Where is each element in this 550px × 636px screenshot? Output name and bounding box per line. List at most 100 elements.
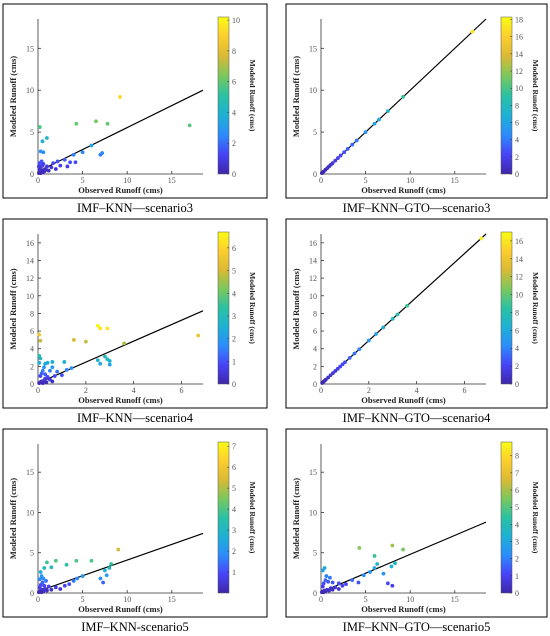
data-point bbox=[42, 566, 47, 570]
x-tick-label: 4 bbox=[132, 386, 136, 395]
data-point bbox=[73, 160, 78, 165]
colorbar-tick-label: 4 bbox=[232, 505, 236, 514]
x-tick-label: 5 bbox=[364, 176, 368, 185]
data-point bbox=[40, 368, 45, 373]
data-point bbox=[343, 360, 347, 365]
data-point bbox=[342, 150, 347, 155]
data-point bbox=[58, 163, 63, 168]
data-point bbox=[41, 576, 46, 581]
y-tick-label: 12 bbox=[309, 274, 317, 283]
data-point bbox=[330, 161, 335, 166]
data-point bbox=[37, 360, 42, 365]
data-point bbox=[55, 159, 60, 164]
data-point bbox=[95, 358, 100, 363]
y-tick-label: 5 bbox=[30, 128, 34, 137]
data-point bbox=[393, 561, 397, 566]
data-point bbox=[336, 581, 341, 586]
data-point bbox=[95, 323, 100, 328]
panel-caption: IMF–KNN—scenario4 bbox=[77, 411, 194, 425]
colorbar-tick-label: 10 bbox=[232, 16, 240, 25]
colorbar-tick-label: 6 bbox=[515, 486, 519, 495]
data-point bbox=[44, 380, 49, 385]
data-point bbox=[62, 157, 67, 162]
data-point bbox=[65, 164, 70, 169]
data-point bbox=[340, 583, 345, 588]
x-axis-label: Observed Runoff (cms) bbox=[78, 604, 163, 614]
data-point bbox=[347, 355, 352, 360]
x-axis-label: Observed Runoff (cms) bbox=[361, 395, 446, 405]
x-tick-label: 4 bbox=[415, 386, 419, 395]
x-tick-label: 6 bbox=[179, 386, 183, 395]
colorbar-tick-label: 12 bbox=[515, 273, 523, 282]
x-tick-label: 10 bbox=[406, 176, 414, 185]
data-point bbox=[98, 576, 103, 581]
colorbar bbox=[500, 231, 513, 385]
data-point bbox=[322, 566, 327, 570]
data-point bbox=[74, 121, 79, 126]
x-tick-label: 5 bbox=[364, 595, 368, 604]
colorbar-tick-label: 6 bbox=[232, 463, 236, 472]
x-tick-label: 10 bbox=[406, 595, 414, 604]
data-point bbox=[104, 573, 109, 578]
colorbar-tick-label: 8 bbox=[232, 47, 236, 56]
data-point bbox=[336, 587, 341, 591]
colorbar-tick-label: 18 bbox=[515, 16, 523, 25]
colorbar-label: Modeled Runoff (cms) bbox=[248, 272, 257, 344]
y-tick-label: 2 bbox=[313, 362, 317, 371]
colorbar-label: Modeled Runoff (cms) bbox=[531, 272, 540, 344]
y-tick-label: 16 bbox=[26, 239, 34, 248]
colorbar-tick-label: 4 bbox=[515, 136, 519, 145]
x-axis-label: Observed Runoff (cms) bbox=[78, 395, 163, 405]
data-point bbox=[479, 236, 484, 241]
data-point bbox=[385, 581, 390, 586]
colorbar-tick-label: 16 bbox=[515, 237, 523, 246]
data-point bbox=[46, 584, 51, 589]
data-point bbox=[55, 369, 60, 374]
data-point bbox=[107, 359, 112, 363]
data-point bbox=[50, 379, 55, 384]
data-point bbox=[385, 109, 390, 114]
panel-caption: IMF–KNN–GTO—scenario3 bbox=[343, 201, 491, 215]
colorbar-tick-label: 3 bbox=[232, 312, 236, 321]
x-tick-label: 5 bbox=[81, 595, 85, 604]
data-point bbox=[89, 143, 94, 148]
data-point bbox=[102, 568, 107, 573]
x-tick-label: 15 bbox=[451, 176, 459, 185]
y-tick-label: 4 bbox=[313, 345, 317, 354]
data-point bbox=[374, 332, 378, 336]
x-tick-label: 2 bbox=[367, 386, 371, 395]
data-point bbox=[37, 332, 42, 337]
colorbar-tick-label: 4 bbox=[232, 108, 236, 117]
data-point bbox=[71, 579, 76, 583]
colorbar bbox=[217, 441, 230, 594]
colorbar-label: Modeled Runoff (cms) bbox=[531, 60, 540, 132]
y-tick-label: 0 bbox=[313, 170, 317, 179]
data-point bbox=[45, 560, 49, 565]
data-point bbox=[45, 164, 49, 169]
y-tick-label: 0 bbox=[313, 589, 317, 598]
x-tick-label: 10 bbox=[123, 595, 131, 604]
colorbar-tick-label: 0 bbox=[515, 589, 519, 598]
data-point bbox=[330, 580, 335, 585]
data-point bbox=[38, 338, 43, 343]
y-tick-label: 10 bbox=[309, 292, 317, 301]
y-tick-label: 0 bbox=[30, 170, 34, 179]
data-point bbox=[42, 583, 47, 588]
y-tick-label: 8 bbox=[30, 309, 34, 318]
colorbar-label: Modeled Runoff (cms) bbox=[248, 482, 257, 554]
data-point bbox=[375, 562, 380, 566]
data-point bbox=[372, 554, 377, 558]
panel-caption: IMF–KNN-scenario5 bbox=[81, 620, 189, 634]
colorbar-tick-label: 0 bbox=[232, 170, 236, 179]
data-point bbox=[366, 338, 371, 343]
colorbar bbox=[217, 231, 230, 385]
colorbar-label: Modeled Runoff (cms) bbox=[248, 60, 257, 132]
y-tick-label: 5 bbox=[30, 549, 34, 558]
data-point bbox=[40, 139, 45, 144]
data-point bbox=[37, 125, 42, 129]
data-point bbox=[43, 372, 48, 377]
y-tick-label: 10 bbox=[309, 508, 317, 517]
panel-caption: IMF–KNN—scenario3 bbox=[77, 201, 193, 215]
data-point bbox=[53, 558, 58, 563]
data-point bbox=[94, 119, 98, 124]
